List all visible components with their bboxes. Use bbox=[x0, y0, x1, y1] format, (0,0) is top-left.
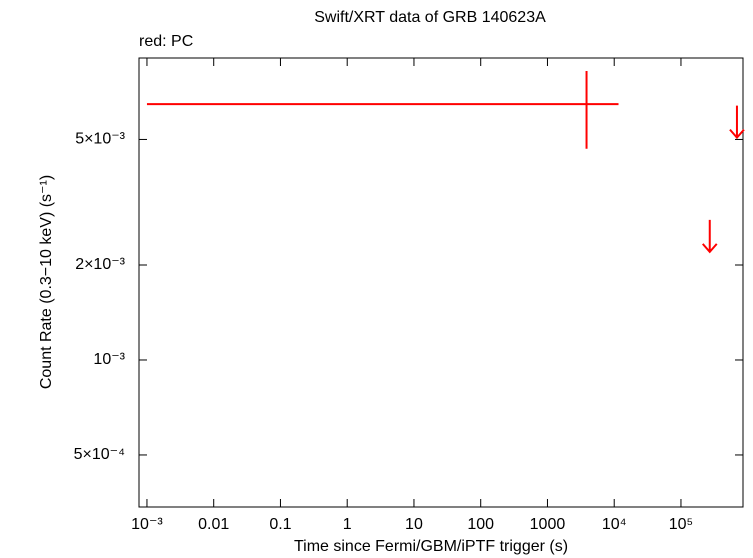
y-axis-label: Count Rate (0.3−10 keV) (s⁻¹) bbox=[38, 175, 55, 389]
x-tick-label: 10⁻³ bbox=[131, 516, 163, 533]
y-tick-label: 10⁻³ bbox=[93, 351, 125, 368]
y-tick-label: 2×10⁻³ bbox=[75, 256, 125, 273]
plot-frame bbox=[138, 57, 744, 508]
upper-limit bbox=[729, 105, 745, 140]
x-tick-label: 10⁵ bbox=[669, 516, 693, 533]
y-tick-label: 5×10⁻³ bbox=[75, 131, 125, 148]
x-tick-label: 1 bbox=[343, 516, 352, 533]
subtitle: red: PC bbox=[139, 33, 193, 50]
chart-title: Swift/XRT data of GRB 140623A bbox=[314, 9, 546, 26]
x-tick-label: 100 bbox=[467, 516, 494, 533]
x-axis-label: Time since Fermi/GBM/iPTF trigger (s) bbox=[294, 538, 568, 555]
x-tick-label: 10⁴ bbox=[602, 516, 627, 533]
x-tick-label: 0.1 bbox=[269, 516, 291, 533]
upper-limit bbox=[702, 219, 718, 254]
x-tick-label: 10 bbox=[405, 516, 423, 533]
x-tick-label: 1000 bbox=[530, 516, 566, 533]
y-tick-label: 5×10⁻⁴ bbox=[74, 446, 125, 463]
x-tick-label: 0.01 bbox=[198, 516, 229, 533]
